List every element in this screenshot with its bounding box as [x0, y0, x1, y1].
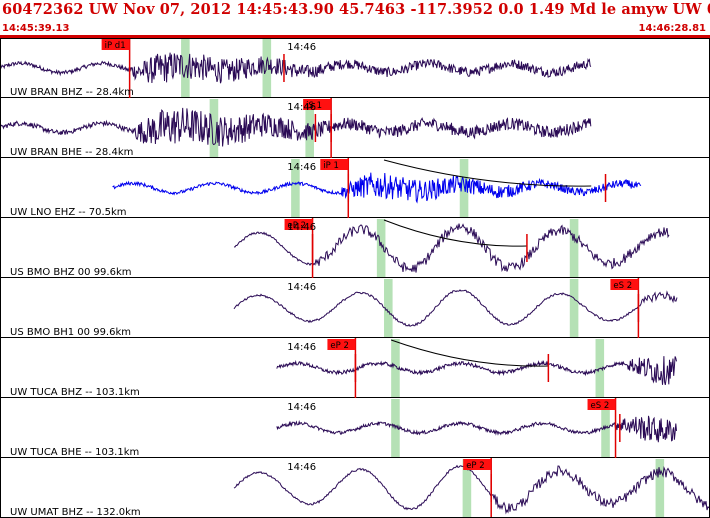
- pick-flag: [320, 159, 349, 170]
- arrival-curve: [390, 339, 549, 367]
- time-tick-label: 14:46: [287, 42, 316, 53]
- trace-row[interactable]: iP d1 14:46 UW BRAN BHZ -- 28.4km: [0, 38, 710, 98]
- pick-flag: [610, 279, 639, 290]
- time-window: [459, 159, 469, 217]
- pick-flag: [587, 399, 616, 410]
- phase-pick[interactable]: eP 2: [327, 338, 357, 398]
- waveform: [112, 172, 642, 204]
- time-window: [655, 459, 665, 517]
- pick-flag: [101, 39, 130, 50]
- time-window: [391, 339, 400, 397]
- waveform: [233, 289, 678, 327]
- time-tick-label: 14:46: [287, 282, 316, 293]
- phase-pick[interactable]: eP 2: [284, 218, 314, 278]
- pick-flag: [303, 99, 332, 110]
- arrival-curve: [383, 219, 527, 247]
- pick-label: iP d1: [105, 41, 126, 51]
- arrival-curve: [383, 159, 592, 187]
- phase-pick[interactable]: eS 2: [610, 278, 640, 338]
- pick-flag: [284, 219, 313, 230]
- trace-row[interactable]: eP 2 14:46 UW TUCA BHZ -- 103.1km: [0, 338, 710, 398]
- time-tick-label: 14:46: [287, 402, 316, 413]
- time-window: [209, 99, 219, 157]
- time-window: [569, 219, 579, 277]
- phase-pick[interactable]: eS 2: [587, 398, 617, 458]
- channel-label: US BMO BH1 00 99.6km: [10, 327, 131, 338]
- waveform: [0, 107, 592, 147]
- time-window: [262, 39, 272, 97]
- time-window: [291, 159, 300, 217]
- header-divider: [0, 35, 710, 38]
- waveform: [233, 223, 670, 273]
- channel-label: UW TUCA BHZ -- 103.1km: [10, 387, 140, 398]
- phase-pick[interactable]: iS 1: [303, 98, 332, 158]
- trace-row[interactable]: eS 2 14:46 US BMO BH1 00 99.6km: [0, 278, 710, 338]
- time-window: [376, 219, 386, 277]
- trace-row[interactable]: iS 114:46 UW BRAN BHE -- 28.4km: [0, 98, 710, 158]
- event-header: 60472362 UW Nov 07, 2012 14:45:43.90 45.…: [2, 1, 710, 18]
- phase-pick[interactable]: iP 1: [320, 158, 350, 218]
- channel-label: UW TUCA BHE -- 103.1km: [10, 447, 139, 458]
- time-window: [462, 459, 472, 517]
- channel-label: UW LNO EHZ -- 70.5km: [10, 207, 127, 218]
- waveform: [276, 356, 677, 386]
- time-window: [384, 279, 393, 337]
- channel-label: UW UMAT BHZ -- 132.0km: [10, 507, 141, 518]
- waveform: [0, 52, 592, 84]
- time-tick-label: 14:46: [287, 462, 316, 473]
- pick-label: eS 2: [591, 401, 610, 411]
- phase-pick[interactable]: iP d1: [101, 38, 131, 98]
- pick-label: eP 2: [330, 341, 348, 351]
- waveform: [276, 415, 677, 443]
- pick-flag: [327, 339, 356, 350]
- channel-label: UW BRAN BHE -- 28.4km: [10, 147, 133, 158]
- trace-row[interactable]: iP 1 14:46 UW LNO EHZ -- 70.5km: [0, 158, 710, 218]
- channel-label: UW BRAN BHZ -- 28.4km: [10, 87, 134, 98]
- trace-row[interactable]: eS 2 14:46 UW TUCA BHE -- 103.1km: [0, 398, 710, 458]
- time-window: [569, 279, 579, 337]
- time-tick-label: 14:46: [287, 162, 316, 173]
- pick-label: iS 1: [306, 101, 322, 111]
- pick-label: iP 1: [323, 161, 339, 171]
- channel-label: US BMO BHZ 00 99.6km: [10, 267, 132, 278]
- end-time-label: 14:46:28.81: [638, 23, 706, 34]
- time-tick-label: 14:46: [287, 342, 316, 353]
- trace-row[interactable]: eP 2 14:46 UW UMAT BHZ -- 132.0km: [0, 458, 710, 518]
- waveform: [233, 464, 710, 515]
- start-time-label: 14:45:39.13: [2, 23, 70, 34]
- pick-label: eP 2: [288, 221, 306, 231]
- pick-label: eP 2: [466, 461, 484, 471]
- time-tick-label: 14:46: [287, 222, 316, 233]
- trace-row[interactable]: eP 214:46 US BMO BHZ 00 99.6km: [0, 218, 710, 278]
- pick-flag: [463, 459, 492, 470]
- pick-label: eS 2: [613, 281, 632, 291]
- time-tick-label: 14:46: [287, 102, 316, 113]
- phase-pick[interactable]: eP 2: [463, 458, 492, 518]
